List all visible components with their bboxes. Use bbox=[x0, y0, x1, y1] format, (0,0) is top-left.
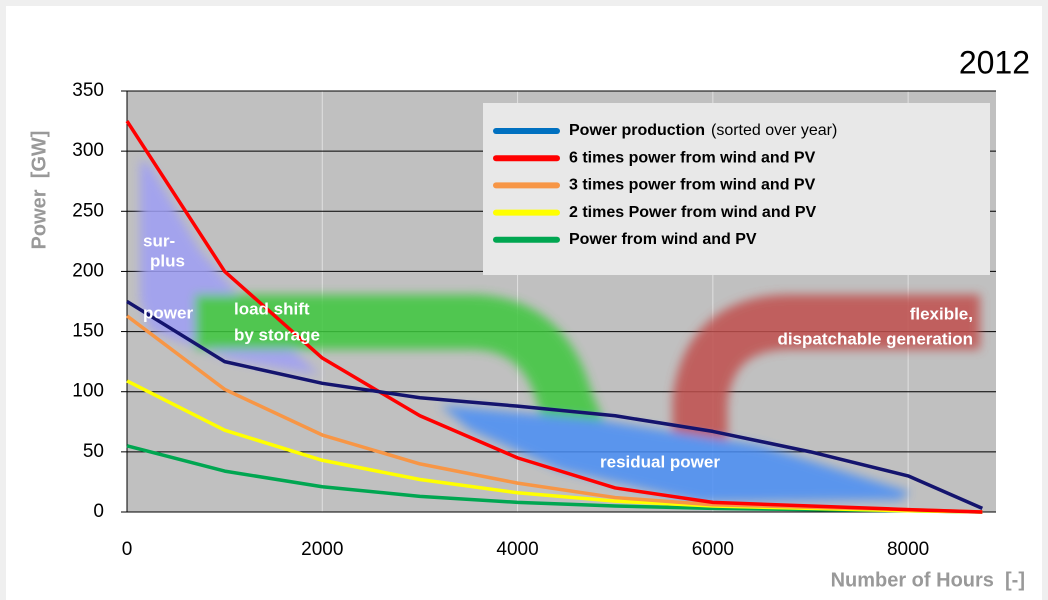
annotation: power bbox=[143, 303, 193, 322]
y-tick-label: 350 bbox=[72, 80, 104, 101]
legend: Power production (sorted over year) 6 time… bbox=[483, 103, 990, 275]
y-axis-label: Power [GW] bbox=[28, 131, 50, 250]
legend-label: 3 times power from wind and PV bbox=[569, 177, 816, 194]
x-tick-label: 2000 bbox=[301, 539, 343, 560]
y-tick-label: 50 bbox=[83, 441, 104, 462]
y-tick-label: 250 bbox=[72, 200, 104, 221]
chart: 2012 Power [GW] Number of Hours [-] sur-… bbox=[0, 0, 1048, 600]
legend-label: 6 times power from wind and PV bbox=[569, 149, 816, 166]
legend-label: Power from wind and PV bbox=[569, 231, 757, 248]
x-tick-label: 6000 bbox=[692, 539, 734, 560]
x-tick-label: 8000 bbox=[887, 539, 929, 560]
y-tick-label: 150 bbox=[72, 321, 104, 342]
x-axis-label: Number of Hours [-] bbox=[831, 569, 1025, 591]
legend-label: 2 times Power from wind and PV bbox=[569, 204, 816, 221]
x-tick-label: 4000 bbox=[496, 539, 538, 560]
y-tick-label: 100 bbox=[72, 381, 104, 402]
legend-label: Power production bbox=[569, 122, 705, 139]
x-tick-label: 0 bbox=[122, 539, 133, 560]
annotation: sur- bbox=[143, 231, 175, 250]
annotation: flexible, bbox=[910, 304, 973, 323]
annotation: dispatchable generation bbox=[777, 329, 973, 348]
annotation: residual power bbox=[600, 452, 720, 471]
y-tick-label: 300 bbox=[72, 140, 104, 161]
annotation: plus bbox=[150, 251, 185, 270]
annotation: load shift bbox=[234, 299, 310, 318]
annotation: by storage bbox=[234, 325, 320, 344]
legend-note: (sorted over year) bbox=[711, 122, 837, 139]
chart-title: 2012 bbox=[959, 44, 1030, 80]
y-tick-label: 200 bbox=[72, 260, 104, 281]
y-tick-label: 0 bbox=[93, 501, 104, 522]
